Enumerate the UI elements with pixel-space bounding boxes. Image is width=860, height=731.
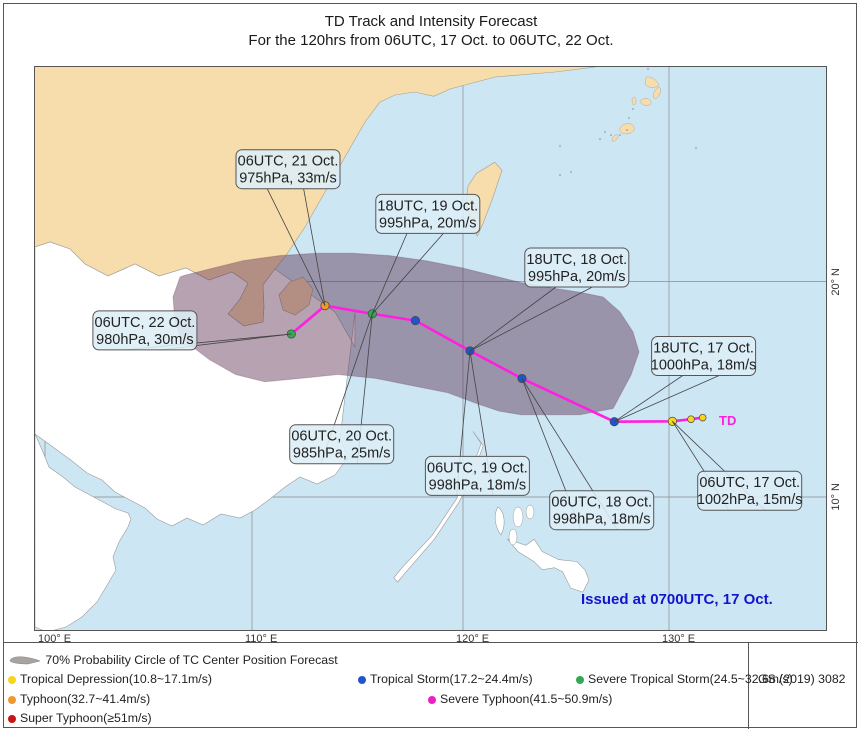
svg-text:06UTC, 21 Oct.: 06UTC, 21 Oct. [238, 154, 339, 170]
svg-text:985hPa, 25m/s: 985hPa, 25m/s [293, 446, 391, 462]
svg-text:06UTC, 19 Oct.: 06UTC, 19 Oct. [427, 460, 528, 476]
svg-text:06UTC, 18 Oct.: 06UTC, 18 Oct. [551, 495, 652, 511]
svg-text:1000hPa, 18m/s: 1000hPa, 18m/s [651, 358, 757, 374]
svg-text:980hPa, 30m/s: 980hPa, 30m/s [96, 332, 194, 348]
svg-text:995hPa, 20m/s: 995hPa, 20m/s [379, 215, 477, 231]
svg-text:18UTC, 17 Oct.: 18UTC, 17 Oct. [653, 341, 754, 357]
svg-text:1002hPa, 15m/s: 1002hPa, 15m/s [697, 492, 803, 508]
svg-text:18UTC, 18 Oct.: 18UTC, 18 Oct. [526, 252, 627, 268]
svg-text:18UTC, 19 Oct.: 18UTC, 19 Oct. [377, 198, 478, 214]
svg-text:06UTC, 20 Oct.: 06UTC, 20 Oct. [291, 429, 392, 445]
svg-text:06UTC, 22 Oct.: 06UTC, 22 Oct. [95, 315, 196, 331]
svg-text:TD: TD [719, 413, 736, 428]
svg-text:06UTC, 17 Oct.: 06UTC, 17 Oct. [699, 475, 800, 491]
svg-text:995hPa, 20m/s: 995hPa, 20m/s [528, 269, 626, 285]
svg-text:975hPa, 33m/s: 975hPa, 33m/s [239, 171, 337, 187]
svg-text:998hPa, 18m/s: 998hPa, 18m/s [429, 477, 527, 493]
svg-text:998hPa, 18m/s: 998hPa, 18m/s [553, 512, 651, 528]
